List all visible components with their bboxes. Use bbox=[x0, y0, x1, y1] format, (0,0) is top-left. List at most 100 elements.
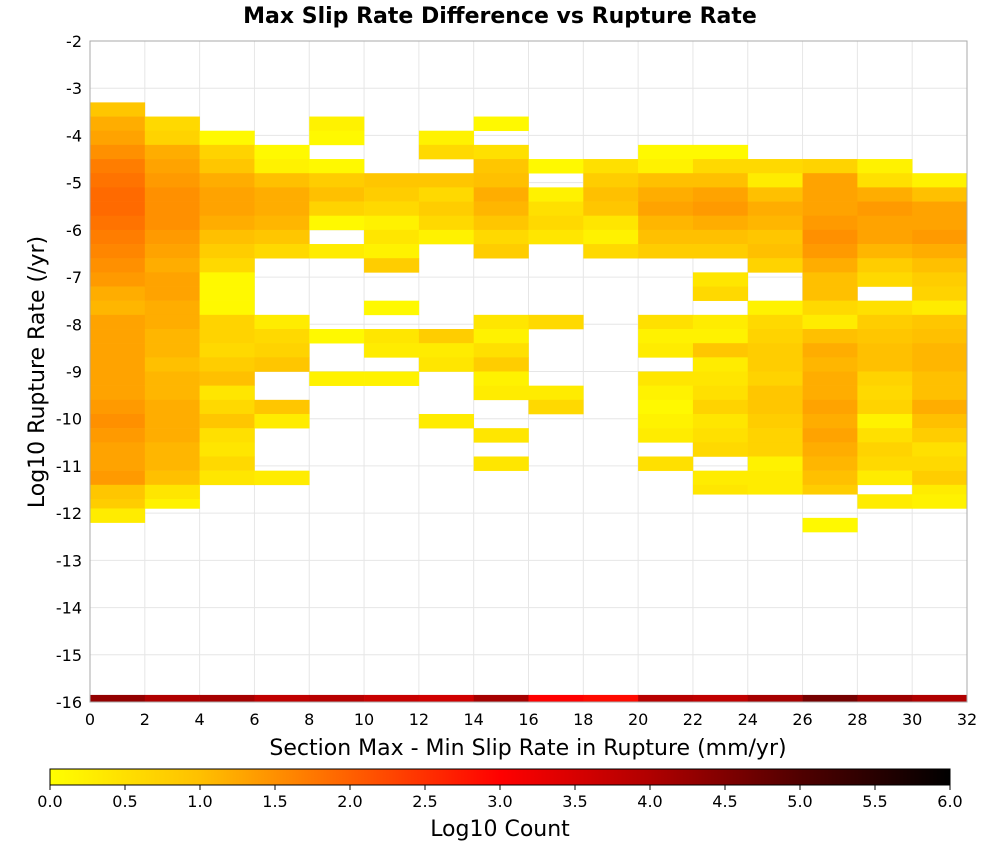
heatmap-cell bbox=[309, 201, 365, 216]
heatmap-cell bbox=[418, 173, 474, 188]
heatmap-cell bbox=[802, 470, 858, 486]
heatmap-cell bbox=[912, 470, 968, 486]
heatmap-cell bbox=[857, 470, 913, 486]
heatmap-cell bbox=[857, 159, 913, 174]
heatmap-cell bbox=[638, 371, 694, 386]
heatmap-cell bbox=[90, 258, 146, 273]
heatmap-cell bbox=[199, 413, 255, 429]
heatmap-cell bbox=[418, 329, 474, 344]
heatmap-cell bbox=[638, 329, 694, 344]
y-tick-label: -6 bbox=[66, 221, 82, 240]
heatmap-cell bbox=[144, 159, 200, 174]
heatmap-cells bbox=[90, 102, 968, 703]
heatmap-cell bbox=[912, 494, 968, 509]
heatmap-cell bbox=[747, 258, 803, 273]
heatmap-cell bbox=[857, 494, 913, 509]
x-tick-label: 0 bbox=[85, 710, 95, 729]
heatmap-cell bbox=[199, 201, 255, 216]
heatmap-cell bbox=[583, 229, 639, 245]
heatmap-cell bbox=[747, 343, 803, 358]
heatmap-cell bbox=[802, 314, 858, 330]
heatmap-cell bbox=[802, 244, 858, 259]
heatmap-cell bbox=[418, 343, 474, 358]
heatmap-cell bbox=[802, 385, 858, 401]
heatmap-cell bbox=[309, 187, 365, 202]
x-tick-label: 10 bbox=[354, 710, 374, 729]
heatmap-cell bbox=[144, 116, 200, 132]
heatmap-cell bbox=[144, 286, 200, 301]
heatmap-cell bbox=[692, 187, 749, 202]
y-tick-label: -16 bbox=[56, 693, 82, 712]
heatmap-cell bbox=[90, 385, 146, 401]
heatmap-cell bbox=[473, 357, 529, 372]
heatmap-cell bbox=[254, 159, 310, 174]
heatmap-cell bbox=[747, 694, 803, 703]
heatmap-cell bbox=[199, 130, 255, 146]
heatmap-cell bbox=[90, 329, 146, 344]
heatmap-cell bbox=[90, 102, 146, 117]
heatmap-cell bbox=[747, 413, 803, 429]
heatmap-cell bbox=[90, 116, 146, 132]
x-tick-label: 14 bbox=[464, 710, 484, 729]
y-tick-label: -12 bbox=[56, 504, 82, 523]
heatmap-cell bbox=[90, 508, 146, 523]
heatmap-cell bbox=[144, 215, 200, 231]
heatmap-cell bbox=[802, 484, 858, 495]
heatmap-cell bbox=[912, 329, 968, 344]
heatmap-cell bbox=[912, 456, 968, 471]
colorbar-tick-label: 3.5 bbox=[562, 792, 587, 811]
x-tick-label: 32 bbox=[957, 710, 977, 729]
heatmap-cell bbox=[583, 201, 639, 216]
heatmap-cell bbox=[857, 300, 913, 316]
heatmap-cell bbox=[583, 215, 639, 231]
heatmap-cell bbox=[144, 694, 200, 703]
heatmap-cell bbox=[638, 201, 694, 216]
heatmap-cell bbox=[802, 201, 858, 216]
heatmap-cell bbox=[692, 329, 749, 344]
heatmap-cell bbox=[144, 258, 200, 273]
heatmap-cell bbox=[90, 470, 146, 486]
heatmap-cell bbox=[144, 371, 200, 386]
heatmap-cell bbox=[309, 159, 365, 174]
heatmap-cell bbox=[364, 371, 420, 386]
heatmap-cell bbox=[144, 130, 200, 146]
heatmap-cell bbox=[692, 272, 749, 287]
heatmap-cell bbox=[802, 286, 858, 301]
heatmap-cell bbox=[692, 428, 749, 443]
heatmap-cell bbox=[802, 442, 858, 457]
heatmap-cell bbox=[912, 413, 968, 429]
heatmap-cell bbox=[638, 428, 694, 443]
heatmap-cell bbox=[528, 314, 584, 330]
heatmap-cell bbox=[857, 456, 913, 471]
heatmap-cell bbox=[912, 272, 968, 287]
heatmap-cell bbox=[692, 470, 749, 486]
heatmap-cell bbox=[692, 159, 749, 174]
heatmap-cell bbox=[473, 343, 529, 358]
colorbar-label: Log10 Count bbox=[430, 817, 570, 842]
heatmap-cell bbox=[254, 343, 310, 358]
heatmap-cell bbox=[473, 116, 529, 132]
colorbar-tick-label: 5.0 bbox=[787, 792, 812, 811]
heatmap-cell bbox=[638, 215, 694, 231]
heatmap-cell bbox=[747, 173, 803, 188]
heatmap-cell bbox=[912, 173, 968, 188]
heatmap-cell bbox=[364, 187, 420, 202]
heatmap-cell bbox=[199, 173, 255, 188]
heatmap-cell bbox=[638, 173, 694, 188]
heatmap-cell bbox=[144, 484, 200, 500]
heatmap-cell bbox=[912, 399, 968, 415]
heatmap-cell bbox=[144, 314, 200, 330]
colorbar-tick-label: 1.5 bbox=[262, 792, 287, 811]
heatmap-cell bbox=[90, 173, 146, 188]
heatmap-cell bbox=[199, 428, 255, 443]
heatmap-cell bbox=[364, 329, 420, 344]
heatmap-cell bbox=[747, 484, 803, 495]
heatmap-cell bbox=[199, 272, 255, 287]
heatmap-cell bbox=[857, 187, 913, 202]
heatmap-cell bbox=[583, 694, 639, 703]
heatmap-cell bbox=[309, 173, 365, 188]
heatmap-cell bbox=[90, 428, 146, 443]
heatmap-cell bbox=[199, 187, 255, 202]
heatmap-cell bbox=[528, 385, 584, 401]
heatmap-cell bbox=[309, 694, 365, 703]
